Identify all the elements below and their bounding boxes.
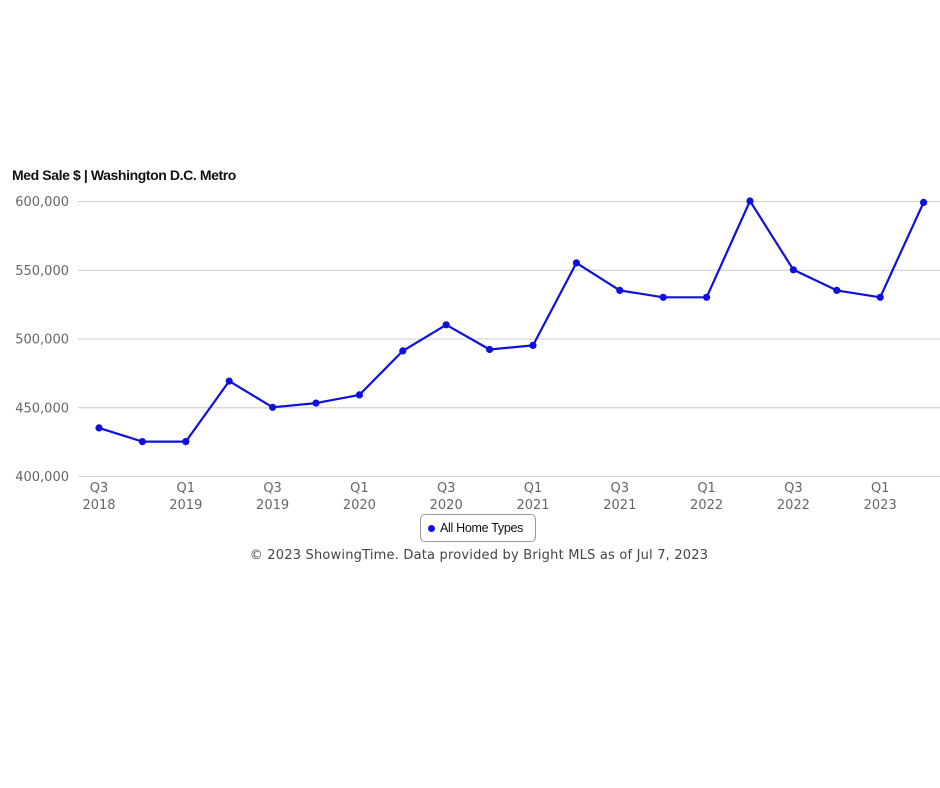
x-tick-label-year: 2022 [777, 498, 810, 513]
y-axis-ticks: 400,000 450,000 500,000 550,000 600,000 [15, 195, 69, 485]
legend-item-all-home-types[interactable]: All Home Types [440, 521, 524, 535]
y-tick-label: 450,000 [15, 401, 69, 416]
data-point [616, 286, 624, 294]
x-tick-label-quarter: Q3 [784, 481, 803, 496]
x-tick-label-year: 2021 [516, 498, 549, 513]
data-point [182, 438, 190, 446]
x-tick-label-year: 2019 [169, 498, 202, 513]
y-tick-label: 600,000 [15, 195, 69, 210]
series-layer [95, 197, 928, 446]
data-point [746, 197, 754, 205]
data-point [355, 391, 363, 399]
data-point [95, 424, 103, 432]
legend[interactable]: All Home Types [420, 514, 536, 542]
data-point [572, 259, 581, 267]
gridlines [78, 201, 940, 477]
x-tick-label-quarter: Q3 [611, 481, 630, 496]
y-tick-label: 400,000 [15, 470, 69, 485]
data-point [138, 438, 146, 446]
x-tick-label-year: 2020 [343, 498, 376, 513]
data-point [789, 266, 798, 274]
data-point [833, 286, 841, 294]
x-tick-label-quarter: Q1 [350, 481, 369, 496]
data-point [269, 403, 277, 411]
data-point [920, 198, 928, 206]
data-point [399, 347, 407, 355]
y-tick-label: 500,000 [15, 333, 69, 348]
x-tick-label-quarter: Q3 [263, 481, 282, 496]
data-point [703, 293, 711, 301]
x-tick-label-year: 2018 [82, 498, 115, 513]
x-tick-label-year: 2023 [864, 498, 897, 513]
x-tick-label-year: 2019 [256, 498, 289, 513]
data-point [312, 399, 320, 407]
x-tick-label-year: 2022 [690, 498, 723, 513]
legend-marker-icon [428, 524, 435, 532]
x-tick-label-quarter: Q1 [697, 481, 716, 496]
x-tick-label-year: 2021 [603, 498, 636, 513]
x-tick-label-quarter: Q3 [437, 481, 456, 496]
data-point [225, 377, 233, 385]
data-point [529, 341, 537, 349]
data-point [442, 321, 450, 329]
x-tick-label-year: 2020 [430, 498, 463, 513]
x-tick-label-quarter: Q3 [90, 481, 109, 496]
series-line [97, 199, 925, 443]
data-point [486, 345, 494, 354]
x-tick-label-quarter: Q1 [871, 481, 890, 496]
x-tick-label-quarter: Q1 [177, 481, 196, 496]
y-tick-label: 550,000 [15, 264, 69, 279]
x-axis-ticks: Q3 2018 Q1 2019 Q3 2019 Q1 2020 Q3 2020 Q1 2021 Q3 20… [82, 481, 896, 513]
data-point [876, 293, 884, 301]
chart-title: Med Sale $ | Washington D.C. Metro [12, 167, 236, 183]
x-tick-label-quarter: Q1 [524, 481, 543, 496]
data-point [659, 293, 667, 301]
credit-text: © 2023 ShowingTime. Data provided by Bri… [249, 548, 709, 563]
